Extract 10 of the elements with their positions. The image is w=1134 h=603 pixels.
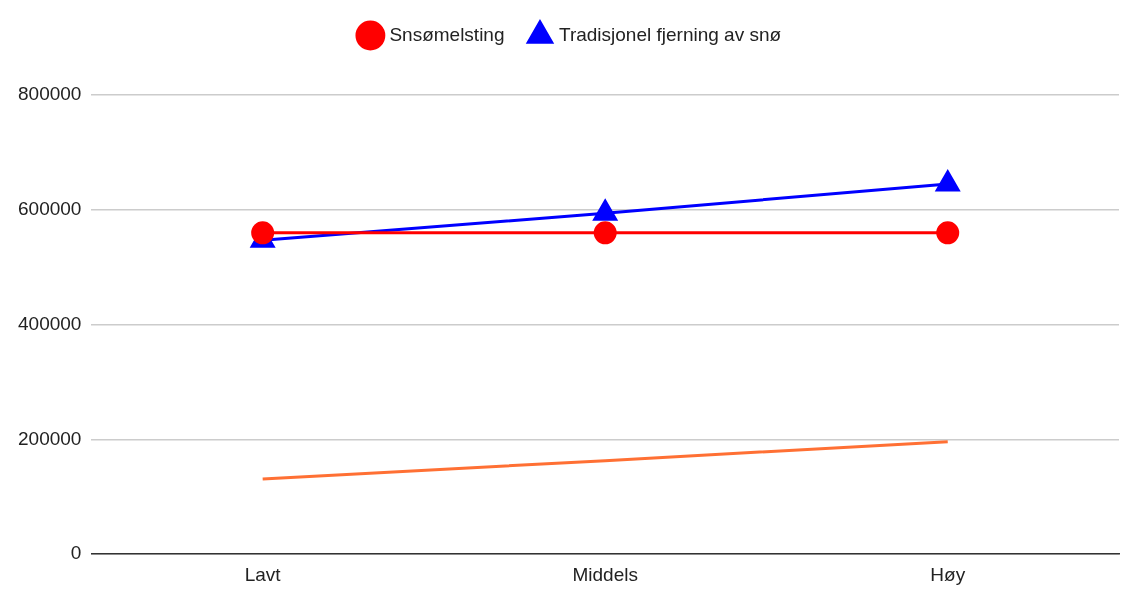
legend-label: Tradisjonel fjerning av snø (558, 23, 782, 45)
y-tick-label: 200000 (18, 427, 82, 449)
y-tick-label: 0 (70, 542, 82, 564)
y-tick-label: 800000 (18, 83, 82, 105)
legend-label: Snsømelsting (389, 23, 505, 45)
y-tick-label: 600000 (18, 198, 82, 220)
y-tick-label: 400000 (18, 312, 82, 334)
x-tick-label: Middels (572, 563, 638, 585)
x-tick-label: Høy (930, 563, 966, 585)
x-tick-label: Lavt (244, 563, 282, 585)
